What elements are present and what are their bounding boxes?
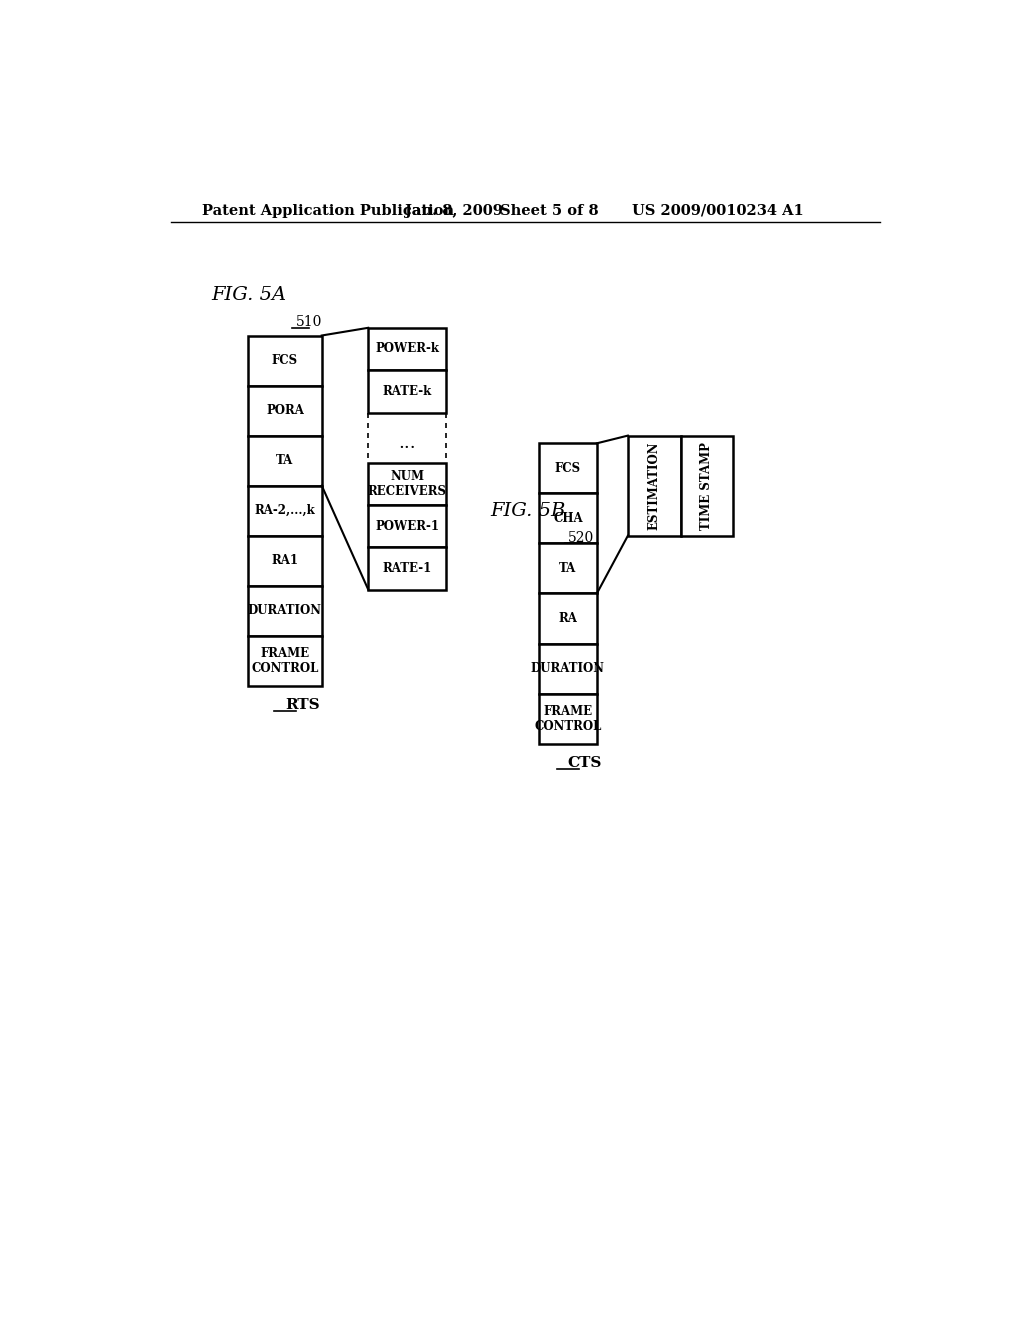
Bar [248,385,322,436]
Bar [539,693,597,743]
Text: FCS: FCS [272,354,298,367]
Bar [369,370,445,412]
Bar [628,436,681,536]
Text: US 2009/0010234 A1: US 2009/0010234 A1 [632,203,804,218]
Text: RA: RA [558,612,578,624]
Text: 510: 510 [295,315,322,330]
Bar [369,504,445,548]
Bar [539,444,597,494]
Bar [539,644,597,693]
Text: FIG. 5A: FIG. 5A [212,286,287,305]
Text: TIME STAMP: TIME STAMP [700,442,714,529]
Text: Jan. 8, 2009: Jan. 8, 2009 [406,203,504,218]
Bar [539,494,597,544]
Text: RATE-k: RATE-k [382,385,432,397]
Bar [681,436,733,536]
Text: POWER-k: POWER-k [375,342,439,355]
Bar [248,536,322,586]
Text: CTS: CTS [568,756,602,770]
Bar [248,335,322,385]
Text: Patent Application Publication: Patent Application Publication [202,203,454,218]
Bar [248,486,322,536]
Text: CHA: CHA [553,512,583,525]
Text: RATE-1: RATE-1 [382,562,432,576]
Bar [369,548,445,590]
Bar [369,462,445,506]
Text: DURATION: DURATION [530,663,605,675]
Text: TA: TA [276,454,294,467]
Text: FIG. 5B: FIG. 5B [490,502,566,520]
Text: Sheet 5 of 8: Sheet 5 of 8 [500,203,599,218]
Text: 520: 520 [568,531,595,545]
Text: NUM
RECEIVERS: NUM RECEIVERS [368,470,446,498]
Bar [539,544,597,594]
Text: RA-2,...,k: RA-2,...,k [255,504,315,517]
Text: RTS: RTS [285,698,319,711]
Text: RA1: RA1 [271,554,298,568]
Text: ESTIMATION: ESTIMATION [648,441,660,529]
Bar [539,594,597,644]
Text: FRAME
CONTROL: FRAME CONTROL [251,647,318,675]
Bar [248,436,322,486]
Text: POWER-1: POWER-1 [375,520,439,532]
Text: FCS: FCS [555,462,581,475]
Bar [369,327,445,370]
Text: ...: ... [398,434,416,453]
Text: PORA: PORA [266,404,304,417]
Bar [248,586,322,636]
Bar [248,636,322,686]
Text: FRAME
CONTROL: FRAME CONTROL [535,705,601,733]
Text: TA: TA [559,562,577,576]
Text: DURATION: DURATION [248,605,322,618]
